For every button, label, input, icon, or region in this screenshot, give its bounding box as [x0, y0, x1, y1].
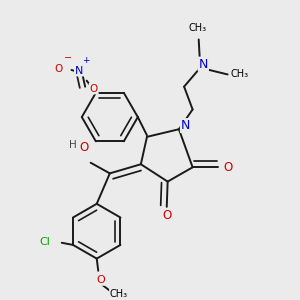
- Text: Cl: Cl: [39, 238, 50, 248]
- Text: N: N: [199, 58, 208, 70]
- Text: N: N: [181, 119, 190, 132]
- Text: O: O: [55, 64, 63, 74]
- Text: CH₃: CH₃: [188, 23, 206, 33]
- Text: +: +: [82, 56, 89, 65]
- Text: CH₃: CH₃: [110, 289, 128, 298]
- Text: O: O: [162, 209, 171, 222]
- Text: O: O: [223, 161, 232, 174]
- Text: O: O: [96, 275, 105, 285]
- Text: H: H: [68, 140, 76, 150]
- Text: O: O: [79, 141, 88, 154]
- Text: CH₃: CH₃: [231, 69, 249, 79]
- Text: −: −: [64, 53, 72, 63]
- Text: N: N: [75, 66, 83, 76]
- Text: O: O: [90, 83, 98, 94]
